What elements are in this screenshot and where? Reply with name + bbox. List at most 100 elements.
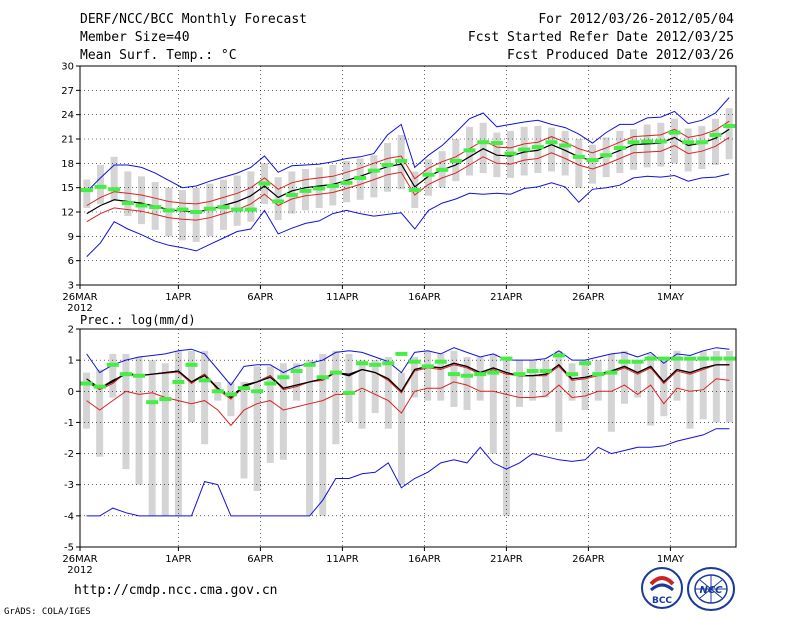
prec-series-minimum (86, 428, 730, 517)
temp-observed-0 (80, 188, 93, 193)
temp-box-7 (179, 190, 186, 241)
prec-box-20 (345, 353, 353, 423)
bcc-logo-text: BCC (652, 596, 672, 606)
temp-box-0 (83, 179, 91, 208)
temp-ytick-label-6: 6 (68, 256, 74, 267)
prec-box-25 (411, 357, 419, 398)
prec-observed-21 (356, 361, 369, 366)
prec-observed-35 (539, 369, 552, 374)
prec-box-29 (463, 357, 471, 410)
prec-observed-3 (119, 372, 132, 377)
temp-series-upper-1-sd (86, 120, 730, 206)
prec-box-30 (476, 357, 484, 401)
temp-observed-40 (627, 140, 640, 145)
prec-box-26 (424, 350, 432, 401)
prec-observed-9 (198, 378, 211, 383)
prec-box-5 (148, 360, 156, 516)
prec-box-4 (135, 357, 143, 485)
prec-observed-46 (684, 356, 697, 361)
temp-observed-36 (572, 154, 585, 159)
temp-box-38 (602, 137, 610, 178)
temp-observed-9 (203, 206, 216, 211)
grads-credit: GrADS: COLA/IGES (4, 607, 91, 617)
temp-box-21 (370, 155, 378, 198)
temp-observed-10 (217, 205, 230, 210)
temp-observed-26 (436, 167, 449, 172)
prec-plot-frame (79, 328, 737, 548)
prec-observed-41 (618, 359, 631, 364)
temp-xtick-label-4: 16APR (408, 292, 441, 303)
prec-observed-1 (93, 384, 106, 389)
temp-observed-22 (381, 162, 394, 167)
temp-observed-44 (682, 140, 695, 145)
prec-observed-44 (657, 356, 670, 361)
temp-box-34 (548, 127, 555, 172)
temp-box-46 (712, 118, 719, 165)
temp-ytick-label-30: 30 (61, 62, 74, 73)
prec-observed-18 (316, 375, 329, 380)
temp-box-33 (534, 126, 542, 174)
temp-series-lower-1-sd (86, 136, 730, 223)
prec-xtick-label-0: 26MAR (62, 554, 97, 565)
temp-observed-24 (408, 188, 421, 193)
prec-box-38 (581, 360, 589, 410)
prec-box-45 (673, 350, 681, 401)
temp-observed-1 (94, 184, 107, 189)
temp-box-15 (288, 171, 296, 214)
temp-series-maximum (86, 97, 730, 193)
temp-xtick-label-0: 26MAR (62, 292, 97, 303)
prec-xtick-label-6: 26APR (572, 554, 605, 565)
prec-box-12 (240, 381, 248, 479)
temp-observed-34 (545, 140, 558, 145)
temp-box-41 (643, 124, 651, 168)
temp-plot-frame (79, 65, 737, 286)
temp-observed-35 (559, 143, 572, 148)
prec-ytick-label-0: 0 (68, 387, 74, 398)
prec-observed-40 (605, 370, 618, 375)
prec-observed-47 (697, 356, 710, 361)
temp-box-29 (479, 122, 487, 174)
temp-box-39 (616, 130, 624, 174)
temp-observed-12 (244, 207, 257, 212)
prec-box-47 (699, 350, 707, 420)
prec-box-43 (647, 353, 655, 426)
prec-observed-24 (395, 351, 408, 356)
prec-observed-38 (579, 361, 592, 366)
prec-observed-33 (513, 372, 526, 377)
prec-observed-27 (434, 359, 447, 364)
temp-observed-6 (162, 208, 175, 213)
temp-ytick-label-12: 12 (61, 208, 74, 219)
prec-series-upper-band (86, 364, 730, 400)
prec-box-18 (319, 353, 327, 516)
temp-observed-15 (285, 192, 298, 197)
prec-ytick-label-1: 1 (68, 356, 74, 367)
temp-observed-19 (340, 180, 353, 185)
temp-box-10 (220, 179, 227, 230)
prec-box-0 (83, 372, 91, 429)
temp-ytick-label-21: 21 (61, 135, 74, 146)
temp-box-2 (110, 156, 118, 200)
temp-box-35 (561, 130, 569, 176)
temp-box-43 (671, 118, 678, 164)
prec-ytick-label--1: -1 (64, 418, 74, 429)
temp-observed-29 (477, 140, 490, 145)
temp-box-42 (657, 122, 665, 167)
temp-observed-41 (641, 139, 654, 144)
prec-xtick-label-5: 21APR (490, 554, 523, 565)
temp-observed-8 (190, 210, 203, 214)
prec-ytick-label-2: 2 (68, 325, 74, 336)
temp-box-47 (725, 108, 733, 160)
prec-observed-15 (277, 375, 290, 380)
prec-observed-37 (566, 372, 578, 377)
temp-observed-2 (108, 187, 121, 192)
prec-xtick-label-3: 11APR (326, 554, 359, 565)
temp-ytick-label-18: 18 (61, 159, 74, 170)
temp-observed-4 (135, 203, 148, 208)
prec-box-27 (437, 353, 445, 401)
prec-box-39 (594, 360, 602, 401)
bcc-logo-icon: BCC (641, 567, 683, 609)
prec-observed-13 (251, 389, 264, 394)
prec-box-34 (529, 360, 537, 401)
temp-box-36 (575, 139, 583, 188)
prec-box-8 (188, 350, 196, 423)
